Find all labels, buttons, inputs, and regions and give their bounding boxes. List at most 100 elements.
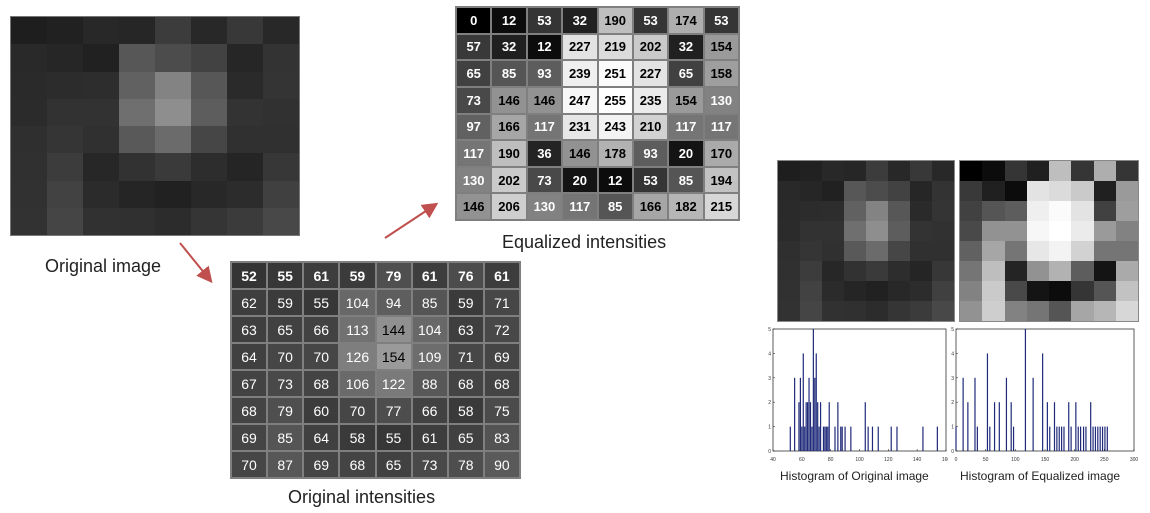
original-image-pixel [119, 71, 155, 99]
equalized-thumbnail-pixel [1049, 301, 1072, 321]
original-intensity-cell: 68 [484, 371, 519, 396]
original-intensity-cell: 52 [232, 263, 267, 288]
original-image-pixel [47, 126, 83, 154]
original-image-pixel [11, 98, 47, 126]
equalized-intensity-cell: 170 [704, 141, 738, 166]
original-intensity-cell: 69 [304, 452, 339, 477]
original-thumbnail-pixel [822, 181, 844, 201]
equalized-intensity-cell: 117 [704, 114, 738, 140]
original-thumbnail-pixel [778, 161, 800, 181]
original-thumbnail-pixel [800, 221, 822, 241]
equalized-thumbnail-pixel [960, 221, 983, 241]
equalized-intensity-cell: 206 [492, 194, 526, 219]
equalized-intensity-cell: 227 [563, 34, 597, 60]
equalized-intensity-cell: 194 [704, 167, 738, 193]
original-thumbnail-pixel [866, 241, 888, 261]
original-thumbnail-pixel [932, 241, 954, 261]
original-image-pixel [11, 180, 47, 208]
original-image-pixel [155, 17, 191, 45]
histogram-original-xtick-label: 80 [828, 457, 834, 463]
histogram-equalized-ytick-label: 5 [951, 327, 954, 333]
equalized-intensity-cell: 85 [492, 61, 526, 86]
original-thumbnail-pixel [844, 261, 866, 281]
original-image-pixel [119, 126, 155, 154]
original-thumbnail-pixel [800, 281, 822, 301]
original-image-pixel [227, 44, 263, 72]
equalized-intensity-cell: 130 [527, 194, 562, 219]
equalized-thumbnail-pixel [1026, 261, 1049, 281]
original-intensity-cell: 83 [484, 425, 519, 450]
equalized-intensity-cell: 158 [704, 61, 738, 86]
equalized-intensity-cell: 53 [633, 8, 668, 33]
equalized-intensity-cell: 130 [457, 167, 491, 193]
equalized-intensity-cell: 146 [457, 194, 491, 219]
equalized-intensity-cell: 53 [704, 8, 738, 33]
equalized-intensity-cell: 20 [563, 167, 597, 193]
histogram-equalized-caption: Histogram of Equalized image [960, 469, 1121, 483]
equalized-intensity-cell: 93 [527, 61, 562, 86]
original-thumbnail-pixel [910, 161, 932, 181]
original-image-caption: Original image [45, 256, 162, 276]
equalized-thumbnail-pixel [1026, 281, 1049, 301]
original-image-pixel [263, 126, 299, 154]
original-thumbnail-pixel [910, 241, 932, 261]
original-thumbnail-pixel [932, 181, 954, 201]
equalized-intensity-cell: 231 [563, 114, 597, 140]
histogram-original-xtick-label: 100 [855, 457, 864, 463]
equalized-intensity-cell: 215 [704, 194, 738, 219]
original-intensity-cell: 70 [304, 344, 339, 369]
original-intensity-cell: 79 [268, 398, 303, 423]
equalized-intensity-cell: 73 [457, 87, 491, 113]
equalized-thumbnail-pixel [1004, 161, 1027, 181]
histogram-equalized-xtick-label: 50 [983, 457, 989, 463]
original-image-pixel [47, 71, 83, 99]
original-image-pixel [227, 17, 263, 45]
equalized-thumbnail-pixel [1071, 161, 1094, 181]
equalized-thumbnail-pixel [1115, 161, 1138, 181]
original-thumbnail-pixel [822, 201, 844, 221]
original-image-pixel [47, 44, 83, 72]
equalized-thumbnail-pixel [1049, 241, 1072, 261]
original-intensity-cell: 68 [232, 398, 267, 423]
histogram-original-ytick-label: 1 [768, 425, 771, 431]
equalized-intensity-cell: 251 [598, 61, 632, 86]
equalized-thumbnail-pixel [1004, 241, 1027, 261]
equalized-thumbnail-pixel [1049, 201, 1072, 221]
equalized-intensities-table: 0 12 53 32 190 53 174 53 57 32 12 227 219 202 32 154 65 8… [455, 6, 740, 221]
equalized-intensity-cell: 146 [527, 87, 562, 113]
original-image-pixel [11, 126, 47, 154]
original-intensity-cell: 55 [268, 263, 303, 288]
equalized-thumbnail-pixel [1049, 261, 1072, 281]
histogram-equalized-xtick-label: 200 [1070, 457, 1079, 463]
equalized-thumbnail-pixel [1093, 241, 1116, 261]
original-intensities-caption: Original intensities [288, 487, 436, 507]
original-intensity-cell: 59 [268, 290, 303, 315]
histogram-equalized-ytick-label: 2 [951, 400, 954, 406]
original-image-pixel [155, 180, 191, 208]
original-thumbnail-pixel [822, 281, 844, 301]
histogram-equalized-ytick-label: 3 [951, 376, 954, 382]
equalized-intensity-cell: 190 [598, 8, 632, 33]
histogram-original-xtick-label: 60 [799, 457, 805, 463]
original-intensity-cell: 78 [448, 452, 483, 477]
original-image-pixel [119, 153, 155, 181]
original-image-pixel [155, 126, 191, 154]
histogram-original-ytick-label: 5 [768, 327, 771, 333]
original-image-pixel [119, 17, 155, 45]
original-intensity-cell: 65 [268, 317, 303, 342]
equalized-thumbnail-pixel [960, 161, 983, 181]
equalized-intensity-cell: 202 [492, 167, 526, 193]
original-image-pixel [11, 71, 47, 99]
equalized-thumbnail-pixel [1071, 241, 1094, 261]
original-intensity-cell: 71 [484, 290, 519, 315]
original-thumbnail-pixel [844, 201, 866, 221]
equalized-intensity-cell: 32 [669, 34, 703, 60]
equalized-intensity-cell: 190 [492, 141, 526, 166]
equalized-thumbnail-pixel [1004, 281, 1027, 301]
original-intensity-cell: 106 [340, 371, 375, 396]
original-image-pixel [11, 44, 47, 72]
original-thumbnail-pixel [800, 241, 822, 261]
original-intensity-cell: 64 [304, 425, 339, 450]
original-thumbnail-pixel [778, 281, 800, 301]
original-thumbnail-pixel [932, 221, 954, 241]
